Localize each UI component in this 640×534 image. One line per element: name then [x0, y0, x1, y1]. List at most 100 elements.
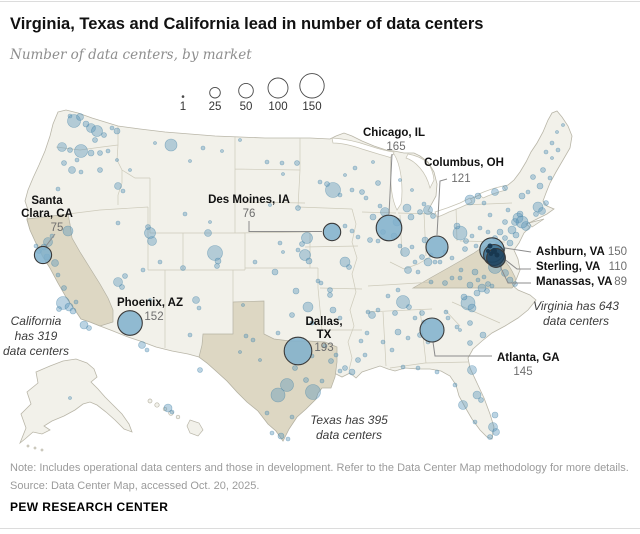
data-center-bubble [359, 189, 365, 195]
data-center-bubble [415, 269, 421, 275]
market-name: Phoenix, AZ [117, 297, 183, 309]
data-center-bubble [122, 273, 128, 279]
market-name: Manassas, VA [536, 276, 613, 288]
data-center-bubble [292, 287, 300, 295]
data-center-bubble [57, 142, 67, 152]
data-center-bubble [281, 250, 285, 254]
data-center-bubble [478, 397, 484, 403]
data-center-bubble [74, 157, 80, 163]
data-center-bubble [295, 247, 301, 253]
market-bubble [425, 235, 449, 259]
market-name: TX [317, 329, 332, 341]
data-center-bubble [540, 167, 546, 173]
data-center-bubble [449, 275, 455, 281]
data-center-bubble [87, 149, 95, 157]
market-name: Dallas, [305, 316, 342, 328]
data-center-bubble [419, 254, 425, 260]
data-center-bubble [78, 169, 84, 175]
data-center-bubble [79, 320, 89, 330]
data-center-bubble [538, 207, 546, 215]
data-center-bubble [86, 325, 92, 331]
data-center-bubble [467, 303, 477, 313]
state-total-annotation: has 319 [15, 329, 58, 343]
data-center-bubble [453, 222, 461, 230]
data-center-bubble [457, 275, 463, 281]
lake-michigan [390, 153, 403, 211]
data-center-bubble [367, 237, 373, 243]
market-name: Columbus, OH [424, 157, 504, 169]
data-center-bubble [241, 303, 245, 307]
chart-note: Note: Includes operational data centers … [10, 462, 629, 474]
data-center-bubble [437, 259, 443, 265]
data-center-bubble [396, 295, 410, 309]
data-center-bubble [342, 223, 348, 229]
state-hawaii [147, 398, 204, 437]
state-total-annotation: data centers [3, 344, 69, 358]
data-center-bubble [477, 283, 487, 293]
data-center-bubble [322, 343, 328, 349]
market-name: Sterling, VA [536, 261, 600, 273]
market-bubble [419, 317, 445, 343]
data-center-bubble [358, 338, 364, 344]
data-center-bubble [502, 235, 508, 241]
legend-circle-100 [267, 77, 289, 99]
data-center-bubble [442, 280, 448, 286]
data-center-bubble [428, 279, 434, 285]
cluster-dot [489, 252, 493, 256]
data-center-bubble [407, 213, 415, 221]
data-center-bubble [375, 307, 381, 313]
data-center-bubble [182, 211, 188, 217]
data-center-bubble [512, 212, 524, 224]
data-center-bubble [157, 259, 163, 265]
data-center-bubble [365, 309, 371, 315]
state-total-annotation: California [11, 314, 62, 328]
data-center-bubble [295, 205, 301, 211]
data-center-bubble [144, 347, 150, 353]
cluster-dot [487, 243, 493, 249]
data-center-bubble [467, 320, 473, 326]
data-center-bubble [74, 144, 88, 158]
data-center-bubble [196, 305, 202, 311]
data-center-bubble [73, 299, 79, 305]
data-center-bubble [264, 410, 270, 416]
data-center-bubble [417, 209, 423, 215]
data-center-bubble [512, 231, 520, 239]
data-center-bubble [285, 436, 291, 442]
data-center-bubble [252, 259, 258, 265]
data-center-bubble [280, 378, 294, 392]
data-center-bubble [337, 315, 343, 321]
data-center-bubble [294, 160, 300, 166]
market-value: 193 [314, 342, 333, 354]
data-center-bubble [469, 233, 475, 239]
market-name: Atlanta, GA [497, 352, 560, 364]
data-center-bubble [145, 224, 151, 230]
market-bubble [117, 310, 143, 336]
state-total-annotation: data centers [543, 314, 609, 328]
data-center-bubble [329, 306, 337, 314]
leader-line [498, 263, 531, 284]
lake-huron [405, 153, 435, 190]
data-center-bubble [462, 246, 468, 252]
data-center-bubble [207, 245, 223, 261]
data-center-bubble [397, 243, 403, 249]
data-center-bubble [549, 140, 555, 146]
data-center-bubble [62, 225, 74, 237]
data-center-bubble [474, 192, 482, 200]
data-center-bubble [449, 255, 455, 261]
state-total-annotation: Virginia has 643 [533, 299, 619, 313]
data-center-bubble [479, 331, 487, 339]
data-center-bubble [301, 232, 313, 244]
data-center-bubble [200, 145, 206, 151]
data-center-bubble [67, 114, 81, 128]
data-center-bubble [292, 365, 298, 371]
data-center-bubble [115, 158, 119, 162]
leader-line [432, 341, 492, 357]
leader-line [45, 233, 56, 247]
data-center-bubble [395, 287, 401, 293]
data-center-bubble [197, 367, 203, 373]
data-center-bubble [277, 240, 283, 246]
market-value: 165 [386, 141, 405, 153]
market-value: 75 [51, 222, 64, 234]
